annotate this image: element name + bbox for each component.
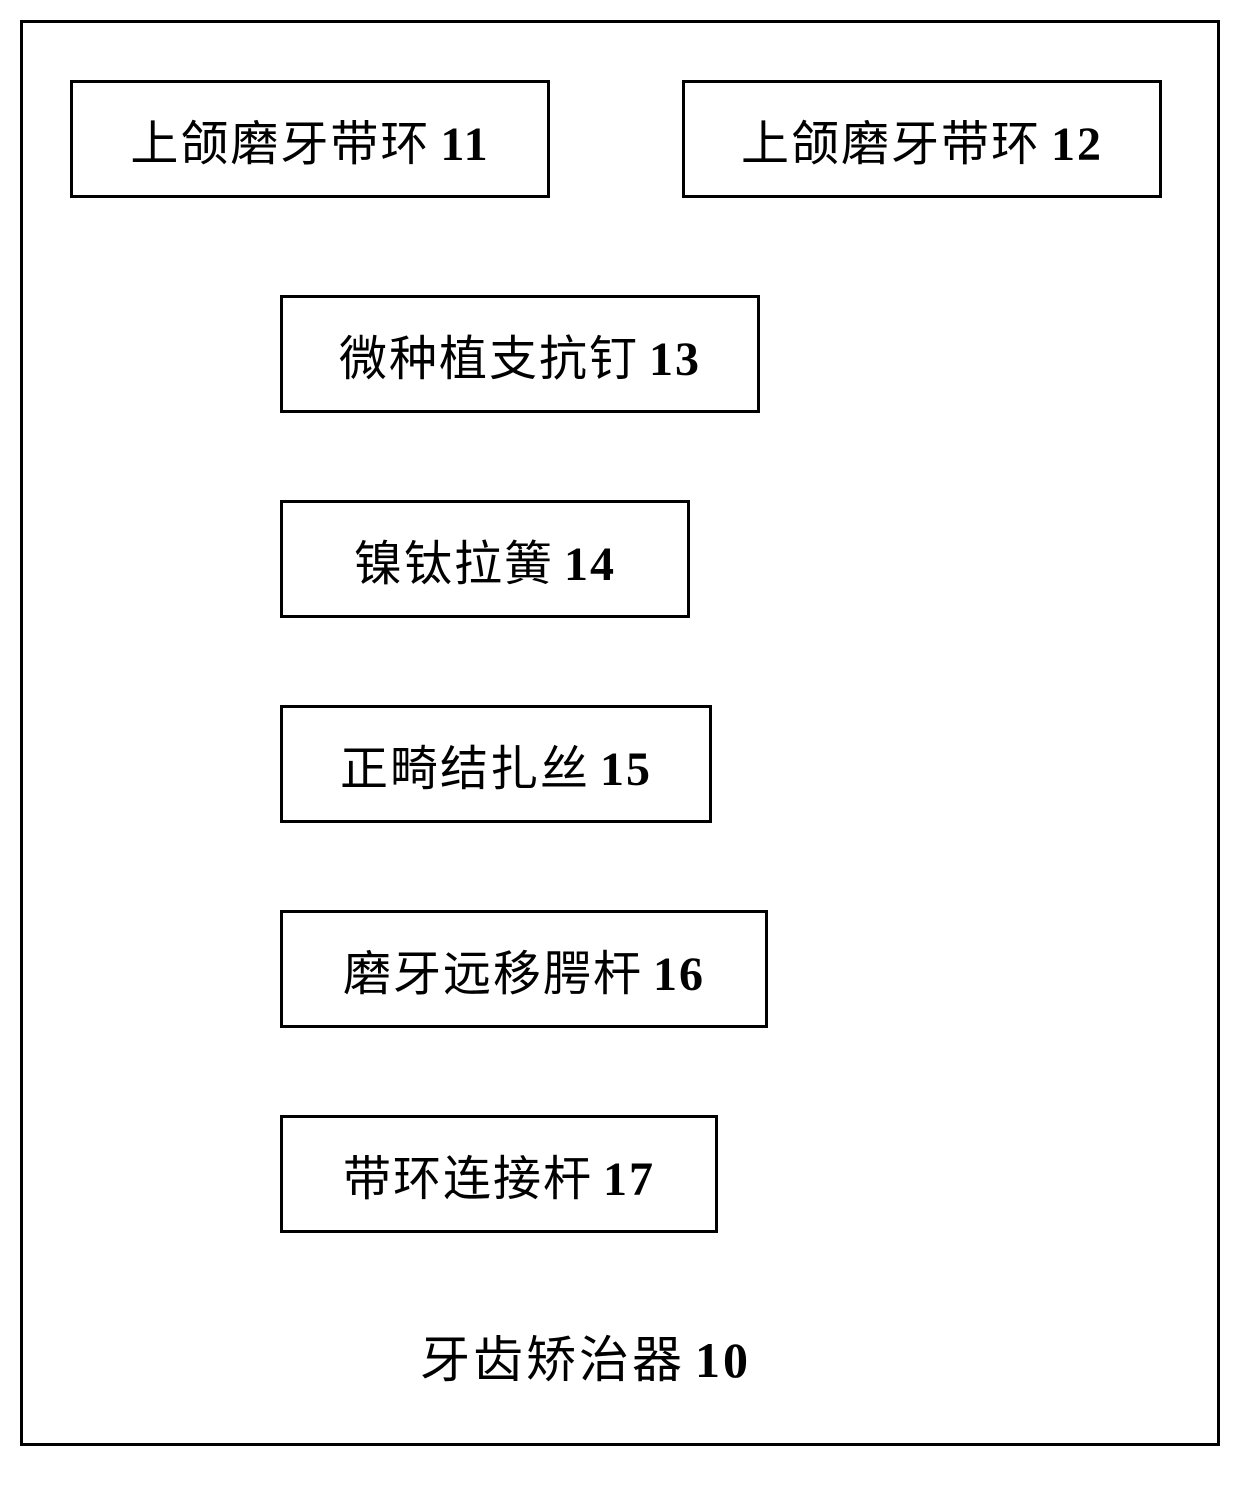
- box-label: 正畸结扎丝15: [340, 729, 652, 799]
- box-text: 正畸结扎丝: [340, 743, 590, 796]
- box-label: 带环连接杆17: [343, 1139, 655, 1209]
- box-text: 上颌磨牙带环: [741, 118, 1041, 171]
- footer-number: 10: [695, 1332, 751, 1388]
- box-number: 15: [600, 743, 652, 796]
- box-orthodontic-ligature-15: 正畸结扎丝15: [280, 705, 712, 823]
- box-band-connector-bar-17: 带环连接杆17: [280, 1115, 718, 1233]
- box-text: 镍钛拉簧: [354, 538, 554, 591]
- box-text: 带环连接杆: [343, 1153, 593, 1206]
- box-upper-molar-band-11: 上颌磨牙带环11: [70, 80, 550, 198]
- box-molar-distal-palatal-bar-16: 磨牙远移腭杆16: [280, 910, 768, 1028]
- box-niti-spring-14: 镍钛拉簧14: [280, 500, 690, 618]
- box-number: 12: [1051, 118, 1103, 171]
- box-number: 11: [440, 118, 489, 171]
- box-number: 14: [564, 538, 616, 591]
- footer-title: 牙齿矫治器10: [420, 1320, 751, 1392]
- box-number: 17: [603, 1153, 655, 1206]
- box-text: 微种植支抗钉: [339, 333, 639, 386]
- box-number: 16: [653, 948, 705, 1001]
- box-label: 镍钛拉簧14: [354, 524, 616, 594]
- box-text: 上颌磨牙带环: [130, 118, 430, 171]
- box-label: 上颌磨牙带环11: [130, 104, 489, 174]
- box-label: 微种植支抗钉13: [339, 319, 701, 389]
- box-upper-molar-band-12: 上颌磨牙带环12: [682, 80, 1162, 198]
- box-micro-implant-anchor-13: 微种植支抗钉13: [280, 295, 760, 413]
- box-text: 磨牙远移腭杆: [343, 948, 643, 1001]
- box-number: 13: [649, 333, 701, 386]
- box-label: 上颌磨牙带环12: [741, 104, 1103, 174]
- footer-text: 牙齿矫治器: [420, 1332, 685, 1388]
- box-label: 磨牙远移腭杆16: [343, 934, 705, 1004]
